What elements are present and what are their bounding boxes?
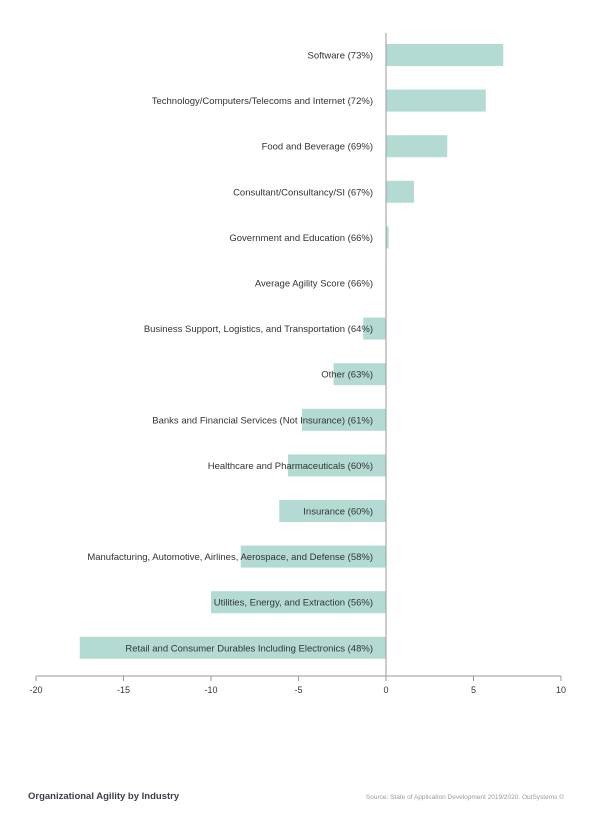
category-label: Utilities, Energy, and Extraction (56%) [214,598,373,609]
category-label: Healthcare and Pharmaceuticals (60%) [208,461,373,472]
bar [79,636,386,659]
bar [386,180,414,203]
category-label: Business Support, Logistics, and Transpo… [144,324,373,335]
category-labels-group: Software (73%) Technology/Computers/Telec… [87,51,373,655]
bar [240,545,386,568]
chart-footer-title: Organizational Agility by Industry [28,791,180,802]
category-label: Other (63%) [321,370,373,381]
category-label: Software (73%) [308,51,373,62]
category-label: Technology/Computers/Telecoms and Intern… [152,96,373,107]
bar [302,408,386,431]
bar [386,135,448,158]
bar [386,44,504,66]
bar [363,317,386,340]
category-label: Average Agility Score (66%) [255,279,373,290]
chart-source-note: Source: State of Application Development… [365,794,564,801]
bar [279,500,386,522]
bar [386,226,389,249]
x-tick-label: 10 [556,685,566,695]
category-label: Banks and Financial Services (Not Insura… [152,415,373,426]
category-label: Consultant/Consultancy/SI (67%) [233,187,373,198]
bar [211,591,386,614]
x-tick-label: -15 [117,685,130,695]
bar [288,454,386,477]
x-tick-label: 5 [471,685,476,695]
category-label: Insurance (60%) [303,507,373,518]
category-label: Manufacturing, Automotive, Airlines, Aer… [87,552,373,563]
category-label: Retail and Consumer Durables Including E… [125,643,373,654]
x-axis-ticks-group: -20 -15 -10 -5 0 5 10 [29,676,566,695]
x-tick-label: 0 [383,685,388,695]
bar [333,363,386,386]
bar [386,89,486,112]
x-tick-label: -20 [29,685,42,695]
x-tick-label: -10 [204,685,217,695]
x-tick-label: -5 [294,685,302,695]
category-label: Food and Beverage (69%) [262,142,373,153]
category-label: Government and Education (66%) [229,233,373,244]
bars-group [79,44,504,659]
